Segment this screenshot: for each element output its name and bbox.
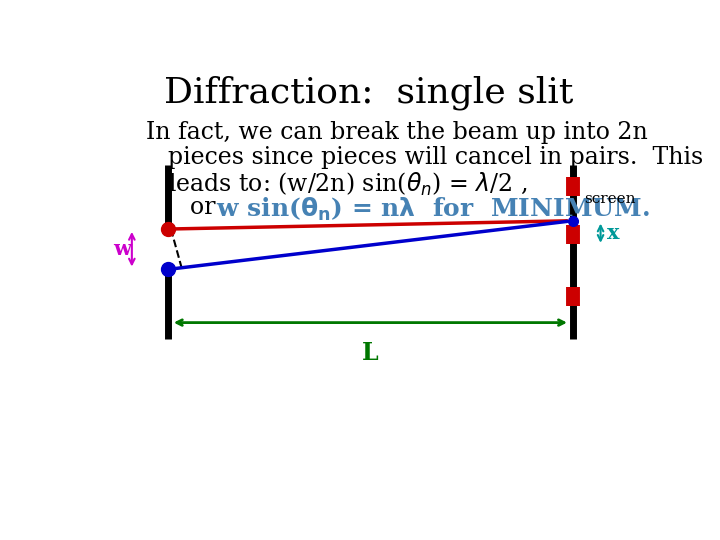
Text: screen: screen [585,192,636,206]
Text: L: L [362,341,379,365]
Text: pieces since pieces will cancel in pairs.  This: pieces since pieces will cancel in pairs… [168,146,703,169]
Text: x: x [606,223,619,243]
Text: In fact, we can break the beam up into 2n: In fact, we can break the beam up into 2… [145,121,647,144]
Text: leads to: (w/2n) sin($\theta_n$) = $\lambda$/2 ,: leads to: (w/2n) sin($\theta_n$) = $\lam… [168,171,528,198]
Text: Diffraction:  single slit: Diffraction: single slit [164,75,574,110]
Text: or: or [190,196,231,219]
Text: w sin($\mathbf{\theta_n}$) = n$\mathbf{\lambda}$  for  MINIMUM.: w sin($\mathbf{\theta_n}$) = n$\mathbf{\… [215,196,649,223]
Text: w: w [113,239,131,259]
